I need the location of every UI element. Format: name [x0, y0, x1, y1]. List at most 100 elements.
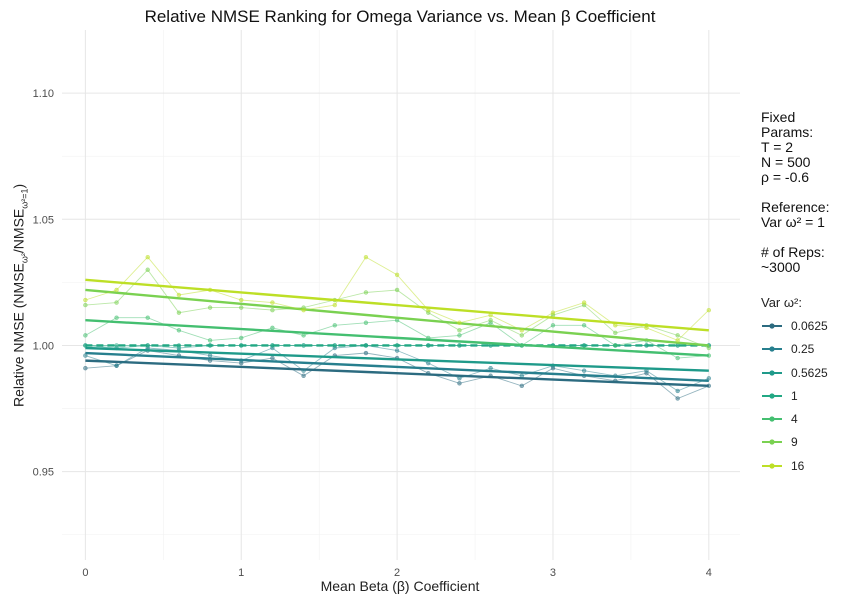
data-point [145, 315, 150, 320]
annotation-line: ρ = -0.6 [761, 169, 810, 185]
x-tick-label: 3 [550, 567, 556, 579]
annotation-line: T = 2 [761, 139, 794, 155]
data-point [394, 348, 400, 353]
legend-swatch [762, 323, 782, 329]
data-point [457, 320, 462, 325]
data-point [519, 383, 524, 389]
data-point [114, 300, 119, 305]
trend-line-0.5625 [85, 346, 709, 372]
data-point [114, 363, 119, 368]
data-point [176, 310, 182, 315]
legend-label: 9 [791, 435, 798, 450]
trend-line-9 [85, 288, 709, 347]
data-point [176, 328, 182, 333]
x-tick-label: 4 [706, 567, 712, 579]
annotation-line: Params: [761, 124, 814, 140]
data-point [706, 345, 712, 351]
data-point [301, 368, 306, 373]
x-axis-label: Mean Beta (β) Coefficient [320, 578, 480, 594]
data-point [581, 323, 587, 328]
data-point [301, 373, 306, 378]
legend: Var ω²: 0.0625 0.25 0.5625 1 4 9 16 [761, 295, 828, 481]
legend-swatch-point [769, 439, 775, 446]
data-point [519, 333, 524, 338]
annotation-line: Fixed [761, 109, 796, 125]
data-point [363, 320, 369, 325]
data-point [332, 323, 337, 328]
annotation-line: Var ω² = 1 [761, 214, 825, 230]
series-0.25 [83, 343, 712, 394]
y-tick-label: 0.95 [33, 467, 54, 479]
data-point [457, 333, 462, 338]
data-point [550, 323, 556, 328]
data-point [706, 307, 712, 313]
data-point [675, 396, 680, 401]
legend-swatch [762, 463, 782, 469]
y-tick-label: 1.10 [33, 88, 54, 100]
y-tick-label: 1.00 [33, 340, 54, 352]
legend-label: 1 [791, 388, 798, 403]
data-point [114, 343, 119, 348]
data-point [675, 333, 680, 338]
annotation-spacer [761, 230, 829, 245]
annotation-line: # of Reps: [761, 244, 825, 260]
data-point [363, 290, 369, 295]
data-point [675, 388, 680, 394]
y-ticks: 0.95 1.00 1.05 1.10 [33, 88, 54, 479]
legend-item-1: 1 [761, 388, 802, 411]
legend-item-0.25: 0.25 [761, 341, 814, 364]
data-point [114, 287, 119, 293]
data-point [488, 365, 493, 371]
data-point [239, 305, 244, 310]
data-point [488, 318, 493, 323]
annotation-line: ~3000 [761, 259, 801, 275]
data-point [363, 254, 369, 260]
data-point [457, 381, 462, 386]
x-tick-label: 2 [394, 567, 400, 579]
trend-line-4 [85, 319, 709, 357]
data-point [457, 328, 462, 333]
legend-swatch-point [769, 346, 775, 352]
series-layer [83, 254, 712, 401]
trend-line-0.0625 [85, 359, 709, 388]
y-tick-label: 1.05 [33, 214, 54, 226]
data-point [613, 343, 618, 348]
y-axis-label: Relative NMSE (NMSEω²/NMSEω²=1) [10, 183, 30, 408]
data-point [83, 365, 88, 371]
legend-swatch [762, 346, 782, 352]
trend-line-0.25 [85, 351, 709, 383]
legend-swatch [762, 439, 782, 446]
data-point [675, 338, 680, 343]
data-point [239, 335, 244, 341]
legend-label: 0.0625 [791, 319, 828, 333]
data-point [83, 297, 88, 303]
chart-title: Relative NMSE Ranking for Omega Variance… [144, 7, 656, 26]
legend-item-0.0625: 0.0625 [761, 318, 828, 341]
legend-swatch [762, 393, 782, 399]
data-point [332, 302, 337, 308]
legend-label: 4 [791, 412, 798, 427]
data-point [581, 368, 587, 373]
series-1 [83, 343, 712, 348]
legend-swatch-point [769, 369, 775, 376]
data-point [301, 333, 306, 338]
legend-label: 0.25 [791, 342, 815, 357]
data-point [394, 287, 400, 293]
legend-swatch-point [769, 463, 775, 469]
legend-swatch-point [769, 416, 775, 422]
x-tick-label: 1 [238, 567, 244, 579]
data-point [83, 302, 88, 308]
data-point [207, 305, 213, 310]
data-point [207, 353, 213, 358]
legend-swatch-point [769, 393, 775, 399]
data-point [301, 343, 306, 348]
data-point [145, 267, 150, 272]
data-point [550, 310, 556, 315]
data-point [145, 254, 150, 260]
data-point [114, 315, 119, 320]
x-ticks: 0 1 2 3 4 [82, 567, 712, 579]
legend-item-16: 16 [761, 458, 804, 481]
legend-item-0.5625: 0.5625 [761, 365, 828, 388]
